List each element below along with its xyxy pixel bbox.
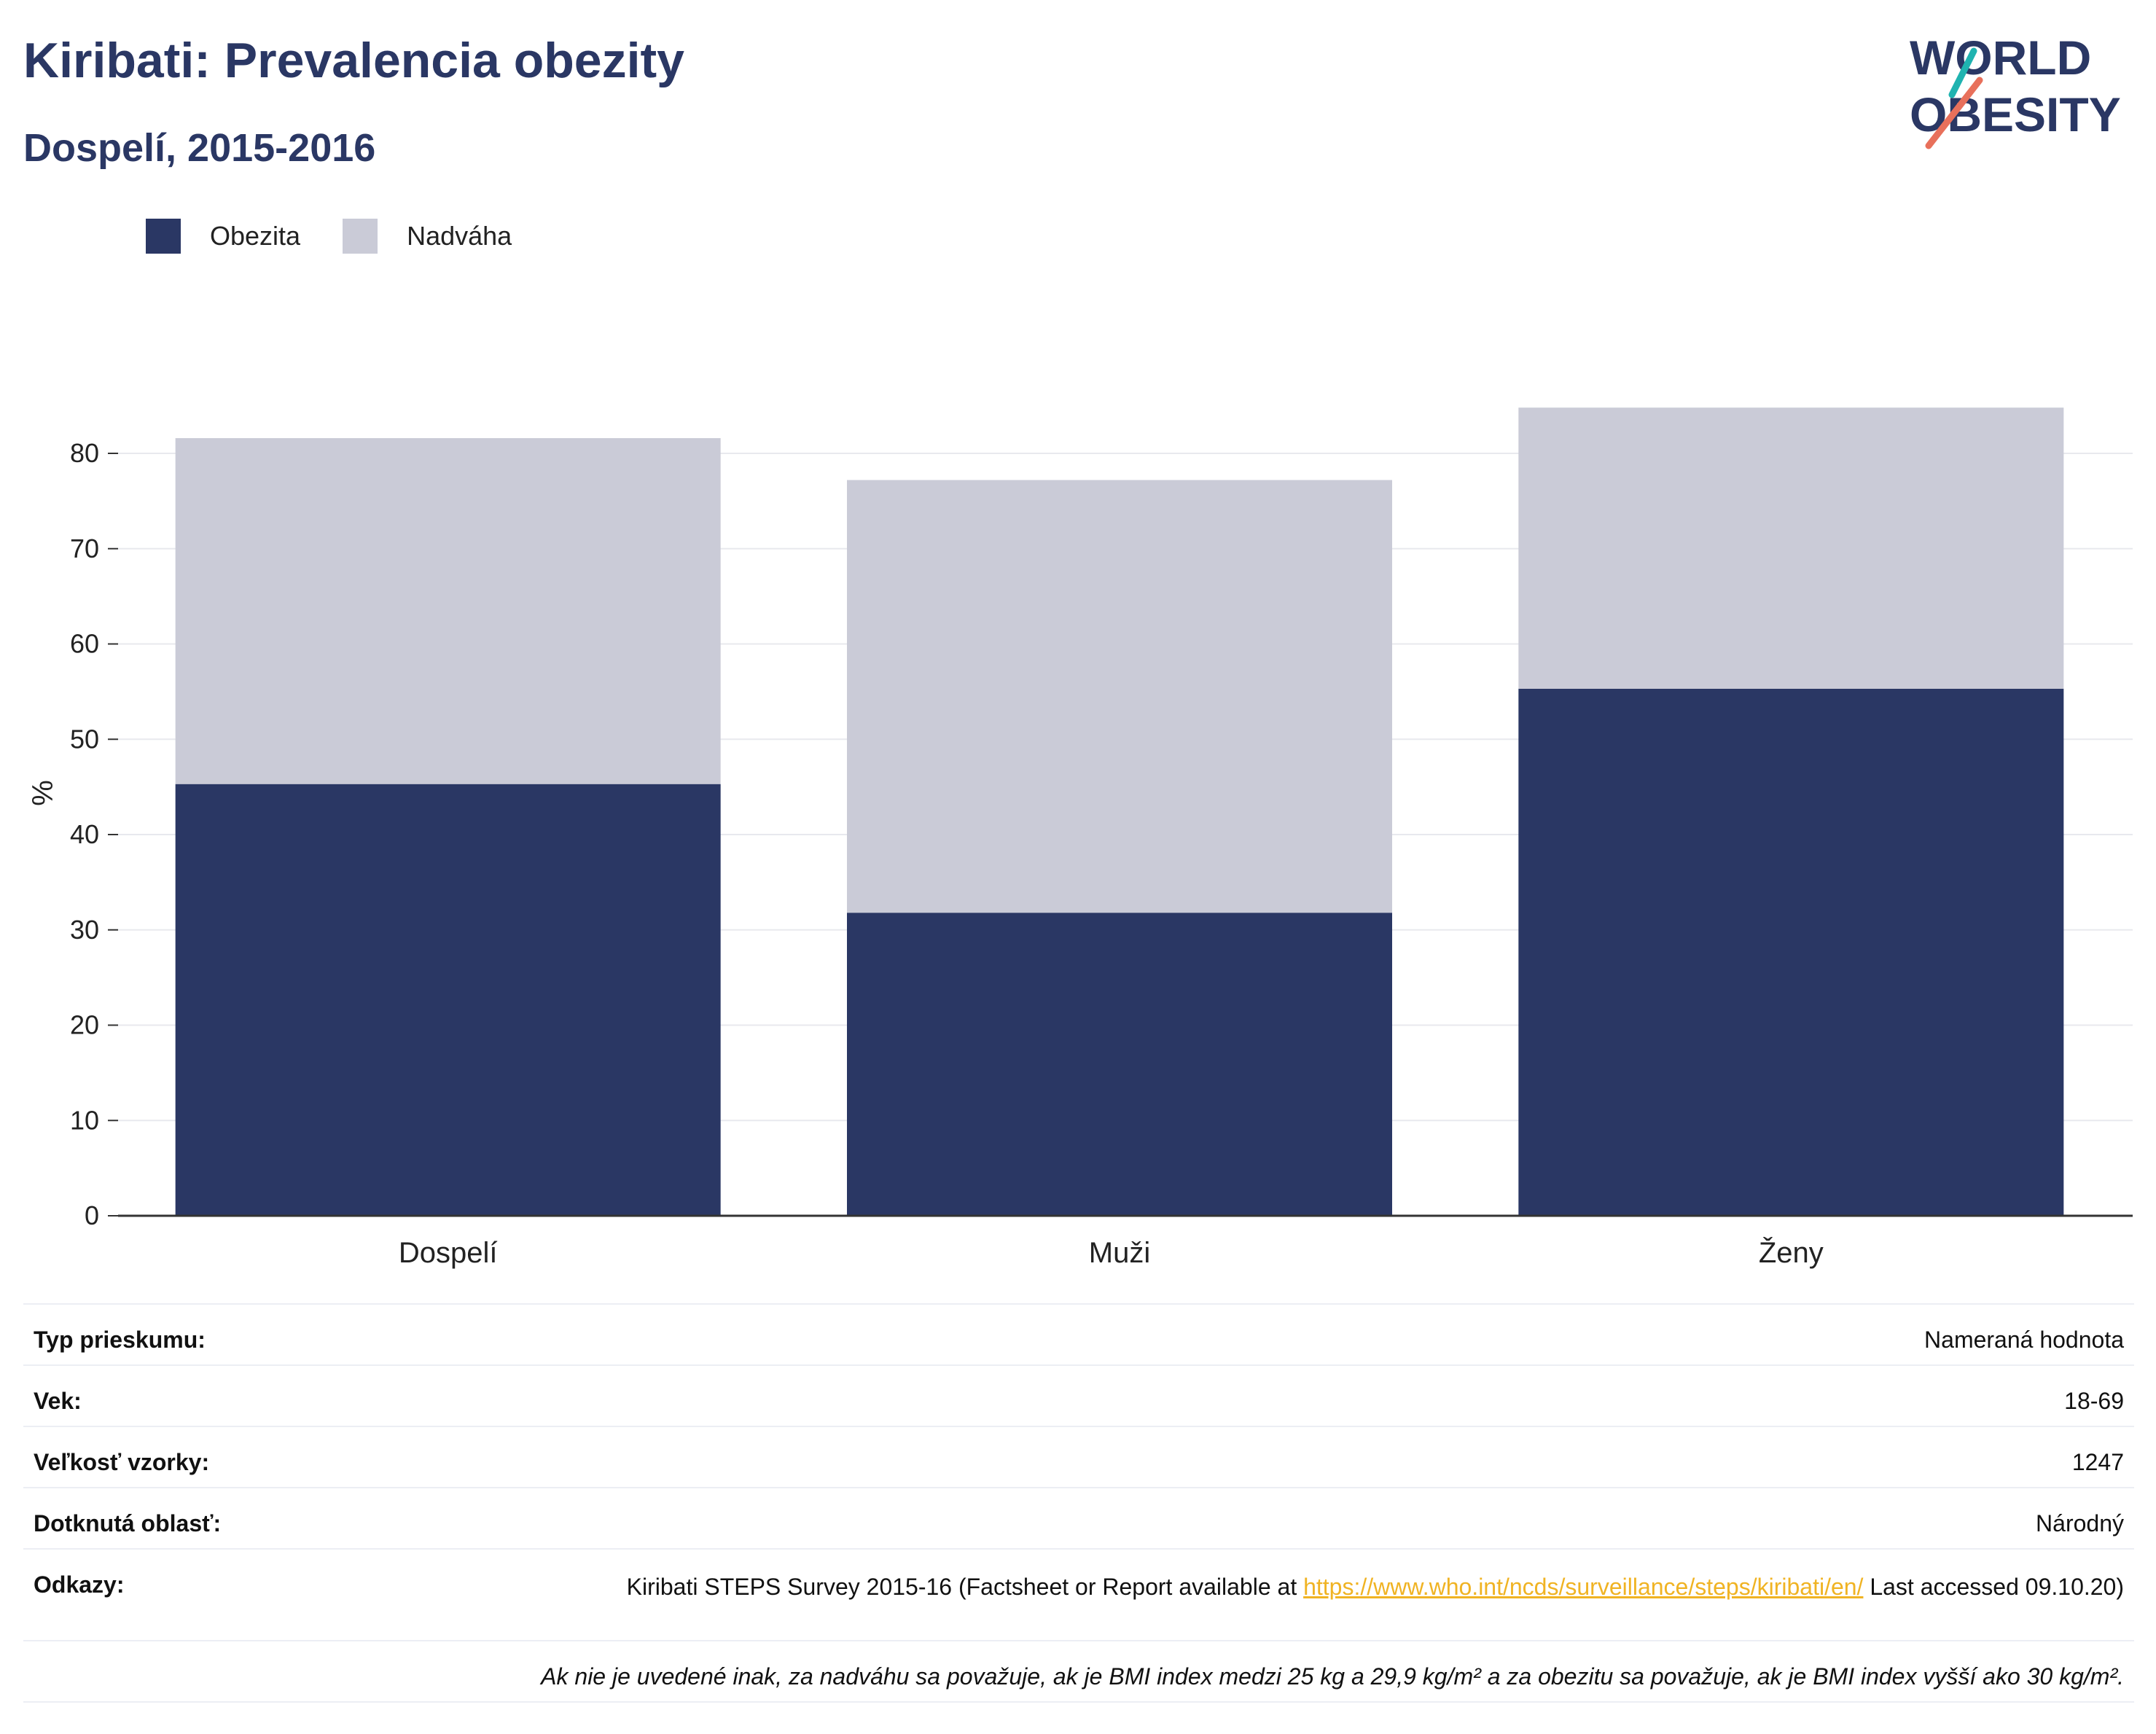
detail-label: Vek: [34, 1388, 82, 1414]
y-tick-label: 70 [70, 534, 99, 563]
detail-row-survey-type: Typ prieskumu: Nameraná hodnota [23, 1303, 2134, 1364]
detail-label: Veľkosť vzorky: [34, 1449, 210, 1475]
definition-note-row: Ak nie je uvedené inak, za nadváhu sa po… [23, 1640, 2134, 1701]
bar-obesity-2 [1518, 688, 2064, 1216]
detail-value: Národný [2036, 1510, 2124, 1536]
y-tick-label: 50 [70, 724, 99, 754]
detail-label: Odkazy: [34, 1571, 125, 1598]
reference-text-after: Last accessed 09.10.20) [1863, 1574, 2124, 1600]
detail-value: Kiribati STEPS Survey 2015-16 (Factsheet… [627, 1571, 2124, 1640]
y-tick-label: 20 [70, 1010, 99, 1040]
legend-item-overweight[interactable]: Nadváha [343, 219, 512, 254]
detail-row-area: Dotknutá oblasť: Národný [23, 1487, 2134, 1548]
world-obesity-logo: WORLD OBESITY [1910, 31, 2121, 149]
y-tick-label: 0 [85, 1200, 99, 1230]
legend: Obezita Nadváha [146, 219, 554, 254]
bar-chart: 0 10 20 30 40 50 60 70 80% Dospelí Muži Ženy [27, 407, 2133, 1269]
bar-obesity-1 [847, 913, 1392, 1216]
y-tick-label: 30 [70, 915, 99, 945]
logo-line1: WORLD [1910, 31, 2091, 85]
y-tick-label: 10 [70, 1105, 99, 1135]
y-axis-label: % [27, 780, 59, 806]
page-title: Kiribati: Prevalencia obezity [23, 33, 684, 88]
y-tick-label: 60 [70, 629, 99, 659]
bar-overweight-0 [175, 438, 721, 784]
bar-overweight-1 [847, 480, 1392, 913]
detail-value: 18-69 [2064, 1388, 2124, 1414]
bar-overweight-2 [1518, 407, 2064, 689]
reference-text: Kiribati STEPS Survey 2015-16 (Factsheet… [626, 1574, 1304, 1600]
detail-label: Dotknutá oblasť: [34, 1510, 222, 1536]
definition-note: Ak nie je uvedené inak, za nadváhu sa po… [541, 1663, 2124, 1690]
detail-value: 1247 [2071, 1449, 2124, 1475]
logo-line2: OBESITY [1910, 87, 2121, 141]
detail-row-references: Odkazy: Kiribati STEPS Survey 2015-16 (F… [23, 1548, 2134, 1640]
x-tick-label: Muži [1089, 1237, 1150, 1269]
detail-row-sample-size: Veľkosť vzorky: 1247 [23, 1426, 2134, 1487]
bar-obesity-0 [175, 784, 721, 1216]
y-tick-label: 80 [70, 438, 99, 468]
table-bottom-border [23, 1701, 2134, 1703]
legend-label-obesity: Obezita [210, 221, 301, 251]
y-tick-label: 40 [70, 819, 99, 849]
x-tick-label: Dospelí [399, 1237, 498, 1269]
detail-value: Nameraná hodnota [1924, 1327, 2124, 1353]
legend-label-overweight: Nadváha [407, 221, 512, 251]
page-subtitle: Dospelí, 2015-2016 [23, 126, 376, 170]
detail-label: Typ prieskumu: [34, 1327, 206, 1353]
reference-link[interactable]: https://www.who.int/ncds/surveillance/st… [1303, 1574, 1864, 1600]
legend-swatch-overweight [343, 219, 378, 254]
legend-item-obesity[interactable]: Obezita [146, 219, 300, 254]
legend-swatch-obesity [146, 219, 181, 254]
x-tick-label: Ženy [1759, 1236, 1824, 1269]
detail-row-age: Vek: 18-69 [23, 1364, 2134, 1426]
survey-details: Typ prieskumu: Nameraná hodnota Vek: 18-… [23, 1303, 2134, 1703]
